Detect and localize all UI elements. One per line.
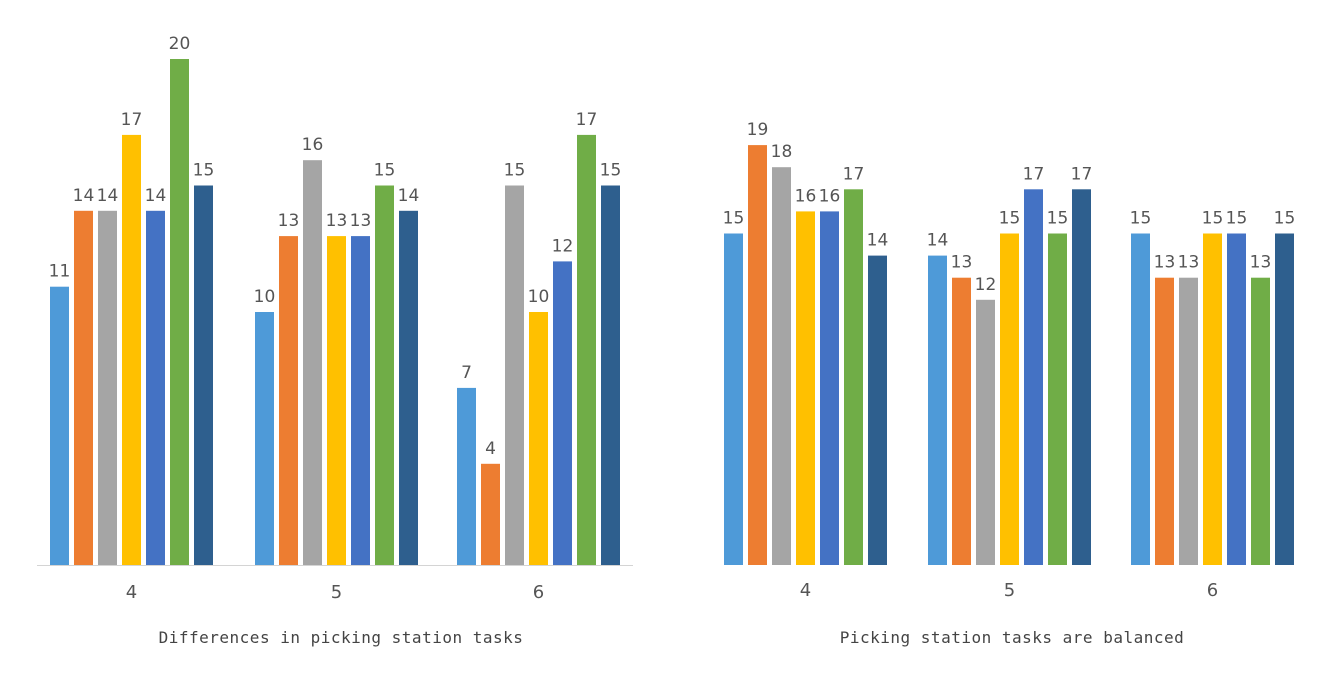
data-label: 14 [73,186,95,206]
bar [553,261,572,565]
bar [1131,233,1150,565]
bar [928,255,947,565]
x-tick-label: 6 [1207,580,1218,601]
data-label: 15 [723,209,745,229]
bar [170,59,189,565]
data-label: 15 [504,161,526,181]
bar [194,185,213,565]
x-tick-label: 5 [1004,580,1015,601]
bar [351,236,370,565]
data-label: 13 [1250,253,1272,273]
data-label: 13 [350,211,372,231]
bar [868,255,887,565]
bar [748,145,767,565]
x-tick-label: 4 [126,582,137,603]
data-label: 16 [302,135,324,155]
data-label: 15 [600,161,622,181]
data-label: 17 [1071,164,1093,184]
data-label: 13 [951,253,973,273]
bar [399,210,418,566]
data-label: 15 [1274,209,1296,229]
bar [772,167,791,565]
bar [1072,189,1091,566]
bar [529,312,548,565]
x-tick-label: 4 [800,580,811,601]
bar [375,185,394,565]
data-label: 16 [819,186,841,206]
data-label: 17 [1023,164,1045,184]
bar [255,312,274,565]
bar [327,236,346,565]
bar [481,463,500,565]
bar [952,277,971,565]
data-label: 14 [97,186,119,206]
bar [457,387,476,565]
bar [976,299,995,565]
bar [1203,233,1222,565]
data-label: 12 [552,236,574,256]
data-label: 15 [1226,209,1248,229]
bar [74,210,93,566]
bar [1024,189,1043,566]
bar [146,210,165,566]
bar [724,233,743,565]
data-label: 19 [747,120,769,140]
bar [279,236,298,565]
bar [1227,233,1246,565]
data-label: 14 [145,186,167,206]
bar [1155,277,1174,565]
data-label: 10 [528,287,550,307]
bar [98,210,117,566]
bar [505,185,524,565]
data-label: 15 [1202,209,1224,229]
data-label: 17 [121,110,143,130]
caption-right: Picking station tasks are balanced [840,628,1185,647]
data-label: 13 [326,211,348,231]
bar [820,211,839,565]
data-label: 13 [278,211,300,231]
bar [1000,233,1019,565]
bar [1179,277,1198,565]
data-label: 17 [576,110,598,130]
bar [1275,233,1294,565]
x-tick-label: 6 [533,582,544,603]
bar [1251,277,1270,565]
caption-left: Differences in picking station tasks [159,628,524,647]
bar [122,134,141,565]
bar [303,160,322,565]
data-label: 17 [843,164,865,184]
data-label: 11 [49,262,71,282]
bar [577,134,596,565]
data-label: 18 [771,142,793,162]
bar [601,185,620,565]
data-label: 20 [169,34,191,54]
bar [50,286,69,565]
data-label: 4 [485,439,496,459]
bar [844,189,863,566]
data-label: 12 [975,275,997,295]
data-label: 15 [1130,209,1152,229]
bar [796,211,815,565]
data-label: 7 [461,363,472,383]
data-label: 13 [1178,253,1200,273]
data-label: 14 [927,231,949,251]
data-label: 15 [193,161,215,181]
x-tick-label: 5 [331,582,342,603]
data-label: 16 [795,186,817,206]
data-label: 15 [999,209,1021,229]
data-label: 15 [374,161,396,181]
bar [1048,233,1067,565]
data-label: 10 [254,287,276,307]
data-label: 15 [1047,209,1069,229]
data-label: 13 [1154,253,1176,273]
data-label: 14 [398,186,420,206]
data-label: 14 [867,231,889,251]
